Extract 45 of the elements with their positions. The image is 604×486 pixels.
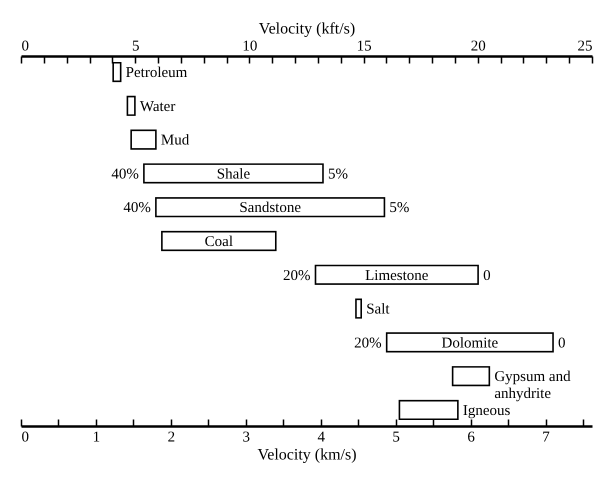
- y-tick-label: Igneous: [462, 402, 511, 419]
- x-tick-label: 2: [168, 430, 176, 446]
- y-tick-label: Salt: [366, 302, 390, 318]
- annotation: 0: [558, 335, 566, 352]
- y-tick-label: Coal: [204, 234, 233, 250]
- x2-tick-label: 5: [132, 38, 140, 54]
- x-axis-title: Velocity (km/s): [257, 446, 357, 464]
- x-tick-label: 7: [542, 430, 550, 446]
- y-tick-label: Dolomite: [442, 335, 499, 352]
- y-tick-label: Gypsum and anhydrite: [494, 369, 572, 402]
- x2-axis-title: Velocity (kft/s): [258, 20, 356, 38]
- y-tick-label: Sandstone: [239, 200, 302, 216]
- annotation: 5%: [328, 166, 348, 182]
- bar: [130, 130, 157, 150]
- annotation: 20%: [282, 268, 310, 284]
- x-tick-label: 6: [467, 430, 476, 446]
- x-tick-label: 3: [242, 430, 250, 446]
- bar: [155, 197, 386, 218]
- x2-tick-label: 20: [470, 38, 486, 54]
- y-tick-label: Mud: [160, 132, 190, 149]
- bar: [355, 298, 362, 319]
- annotation: 5%: [389, 200, 410, 216]
- y-tick-label: Shale: [216, 166, 250, 182]
- bar: [161, 230, 277, 252]
- bar: [386, 332, 554, 352]
- bar: [452, 366, 490, 386]
- x-tick-label: 0: [22, 430, 29, 446]
- bar: [143, 163, 324, 184]
- y-tick-label: Petroleum: [126, 65, 188, 82]
- x2-tick-label: 25: [578, 38, 592, 54]
- annotation: 40%: [111, 166, 139, 182]
- x2-tick-label: 10: [242, 38, 258, 54]
- y-tick-label: Limestone: [365, 268, 429, 284]
- x-tick-label: 1: [92, 430, 100, 446]
- x2-tick-label: 0: [22, 38, 29, 54]
- annotation: 20%: [354, 335, 382, 352]
- y-tick-label: Water: [140, 98, 176, 115]
- bar: [314, 264, 479, 285]
- bar: [112, 62, 122, 82]
- annotation: 0: [483, 268, 491, 284]
- x-tick-label: 5: [392, 430, 400, 446]
- bar: [126, 96, 136, 116]
- x2-tick-label: 15: [356, 38, 372, 54]
- annotation: 40%: [123, 200, 151, 216]
- x-tick-label: 4: [317, 430, 326, 446]
